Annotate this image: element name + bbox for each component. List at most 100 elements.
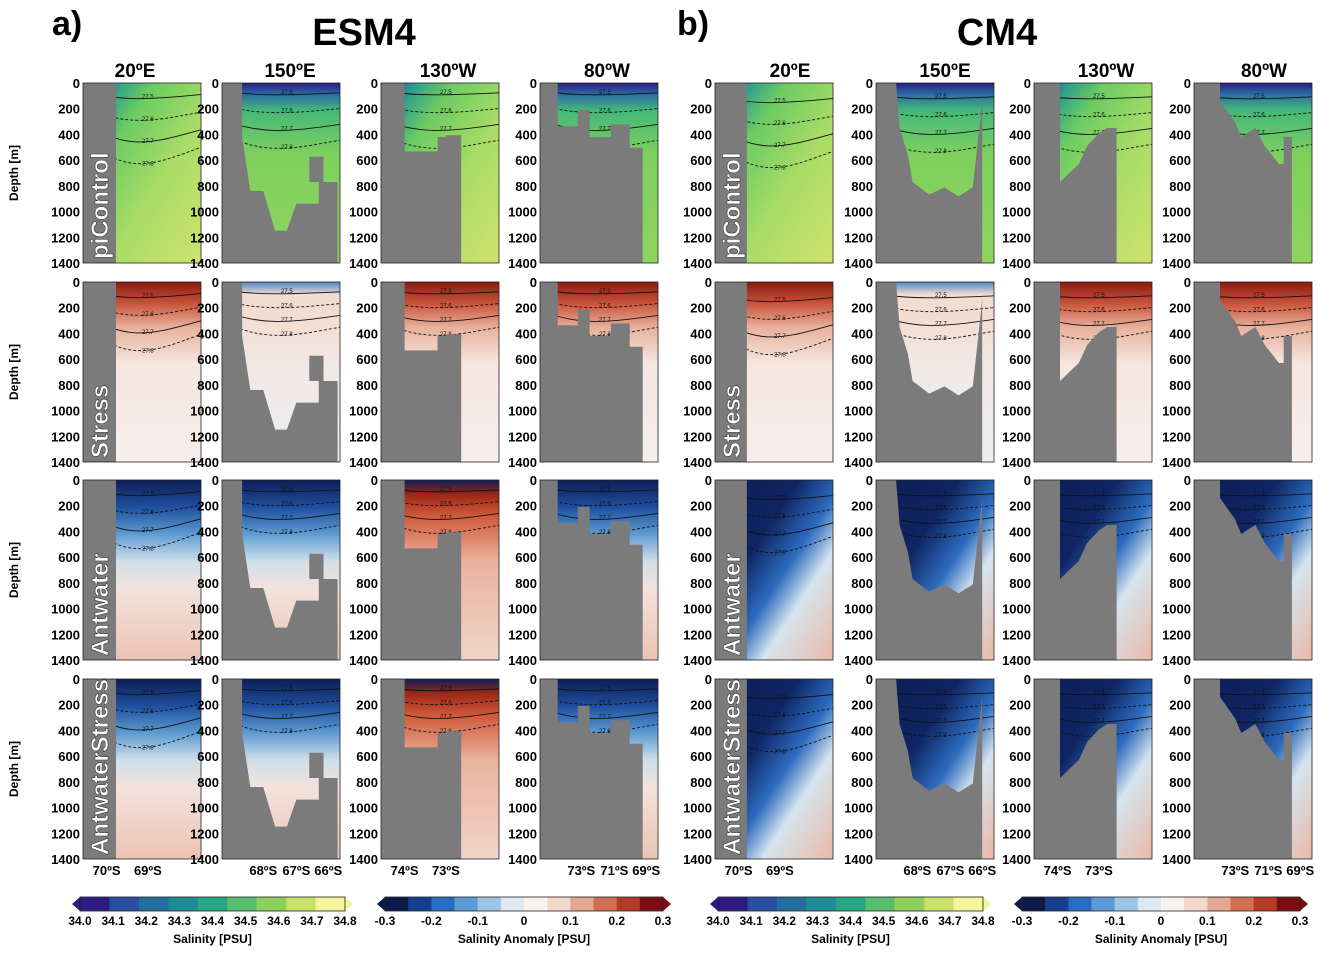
colorbar-swatch bbox=[718, 897, 748, 911]
contour-label: 27.5 bbox=[142, 94, 154, 100]
experiment-label: Antwater bbox=[87, 553, 114, 656]
y-tick-label: 1200 bbox=[190, 826, 219, 841]
colorbar-label: Salinity [PSU] bbox=[173, 932, 252, 946]
contour-label: 27.5 bbox=[1093, 94, 1105, 100]
y-tick-label: 1400 bbox=[51, 653, 80, 668]
contour-label: 27.6 bbox=[281, 108, 293, 114]
colorbar-tick-label: 34.5 bbox=[234, 914, 258, 928]
y-tick-label: 800 bbox=[515, 775, 537, 790]
contour-label: 27.5 bbox=[142, 690, 154, 696]
isopycnal-contour bbox=[1033, 501, 1153, 511]
colorbar-tick-label: 34.7 bbox=[938, 914, 962, 928]
contour-label: 27.8 bbox=[935, 336, 947, 342]
y-tick-label: 400 bbox=[515, 127, 537, 142]
y-tick-label: 1000 bbox=[683, 404, 712, 419]
colorbar-label: Salinity [PSU] bbox=[811, 932, 890, 946]
x-tick-label: 73ºS bbox=[1221, 863, 1249, 878]
colorbar-label: Salinity Anomaly [PSU] bbox=[458, 932, 590, 946]
y-tick-label: 0 bbox=[866, 473, 873, 488]
contour-label: 27.5 bbox=[281, 686, 293, 692]
contour-label: 27.7 bbox=[935, 719, 947, 725]
y-tick-label: 1400 bbox=[1002, 256, 1031, 271]
experiment-label: Stress bbox=[719, 385, 746, 458]
y-tick-label: 400 bbox=[1009, 524, 1031, 539]
y-tick-label: 0 bbox=[371, 76, 378, 91]
contour-label: 27.6 bbox=[440, 108, 452, 114]
y-tick-label: 0 bbox=[212, 76, 219, 91]
panel-frame bbox=[1193, 82, 1313, 264]
contour-label: 27.8 bbox=[774, 353, 786, 359]
contour-label: 27.8 bbox=[774, 166, 786, 172]
colorbar-swatch bbox=[524, 897, 548, 911]
colorbar-frame bbox=[384, 896, 664, 912]
seafloor-mask bbox=[83, 282, 116, 462]
colorbar-swatch bbox=[1137, 897, 1162, 911]
contour-label: 27.6 bbox=[599, 108, 611, 114]
y-tick-label: 200 bbox=[1169, 102, 1191, 117]
isopycnal-contour bbox=[539, 497, 659, 507]
y-tick-label: 1000 bbox=[683, 602, 712, 617]
colorbar-swatch bbox=[168, 897, 199, 911]
colorbar-tick-label: -0.1 bbox=[467, 914, 488, 928]
y-tick-label: 600 bbox=[356, 352, 378, 367]
y-tick-label: 800 bbox=[515, 378, 537, 393]
contour-label: 27.5 bbox=[281, 289, 293, 295]
panel-frame bbox=[82, 82, 202, 264]
y-tick-label: 1400 bbox=[190, 852, 219, 867]
colorbar-tick-label: 0.2 bbox=[1245, 914, 1262, 928]
seafloor-mask bbox=[222, 480, 338, 660]
seafloor-mask bbox=[1194, 282, 1292, 462]
colorbar-tick-label: 34.2 bbox=[773, 914, 797, 928]
y-tick-label: 0 bbox=[705, 473, 712, 488]
panel-a-letter: a) bbox=[52, 5, 82, 43]
seafloor-mask bbox=[1034, 480, 1117, 660]
panel-frame bbox=[380, 82, 500, 264]
isopycnal-contour bbox=[1193, 501, 1313, 511]
seafloor-mask bbox=[1034, 83, 1117, 263]
section-panel: 27.527.627.727.8 bbox=[1033, 678, 1153, 860]
y-tick-label: 200 bbox=[197, 301, 219, 316]
y-tick-label: 0 bbox=[530, 672, 537, 687]
seafloor-mask bbox=[540, 679, 643, 859]
seafloor-mask bbox=[83, 83, 116, 263]
section-panel: 27.527.627.727.8 bbox=[380, 82, 500, 264]
colorbar: -0.3 -0.2 -0.1 0 0.1 0.2 0.3 Salinity Anomaly [… bbox=[375, 896, 672, 946]
contour-label: 27.6 bbox=[1093, 307, 1105, 313]
isopycnal-contour bbox=[1193, 303, 1313, 313]
y-tick-label: 1400 bbox=[190, 256, 219, 271]
contour-label: 27.6 bbox=[142, 117, 154, 123]
panel-frame bbox=[714, 281, 834, 463]
seafloor-mask bbox=[381, 679, 462, 859]
contour-label: 27.6 bbox=[142, 312, 154, 318]
contour-label: 27.5 bbox=[599, 487, 611, 493]
y-tick-label: 600 bbox=[1009, 352, 1031, 367]
panel-frame bbox=[539, 678, 659, 860]
contour-label: 27.7 bbox=[935, 322, 947, 328]
colorbar-extend-low bbox=[377, 897, 385, 911]
colorbar: 34.0 34.1 34.2 34.3 34.4 34.5 34.6 34.7 34.8 Sali… bbox=[706, 896, 995, 946]
y-tick-label: 600 bbox=[515, 153, 537, 168]
y-tick-label: 1000 bbox=[508, 602, 537, 617]
y-tick-label: 0 bbox=[1024, 76, 1031, 91]
y-tick-label: 1000 bbox=[844, 602, 873, 617]
y-tick-label: 600 bbox=[58, 153, 80, 168]
y-tick-label: 1400 bbox=[508, 455, 537, 470]
x-tick-label: 70ºS bbox=[93, 863, 121, 878]
y-tick-label: 400 bbox=[690, 326, 712, 341]
y-tick-label: 200 bbox=[690, 499, 712, 514]
colorbar-tick-label: 34.5 bbox=[872, 914, 896, 928]
section-panel: 27.527.627.727.8 bbox=[539, 281, 659, 463]
contour-label: 27.7 bbox=[935, 520, 947, 526]
isopycnal-contour bbox=[539, 299, 659, 309]
y-tick-label: 200 bbox=[356, 301, 378, 316]
contour-label: 27.7 bbox=[440, 516, 452, 522]
y-tick-label: 1400 bbox=[51, 852, 80, 867]
y-tick-label: 400 bbox=[197, 723, 219, 738]
colorbar-tick-label: 34.3 bbox=[168, 914, 192, 928]
y-tick-label: 0 bbox=[212, 275, 219, 290]
y-tick-label: 600 bbox=[690, 352, 712, 367]
x-tick-label: 67ºS bbox=[282, 863, 310, 878]
x-tick-label: 73ºS bbox=[1085, 863, 1113, 878]
y-tick-label: 800 bbox=[356, 179, 378, 194]
y-tick-label: 1000 bbox=[1002, 602, 1031, 617]
